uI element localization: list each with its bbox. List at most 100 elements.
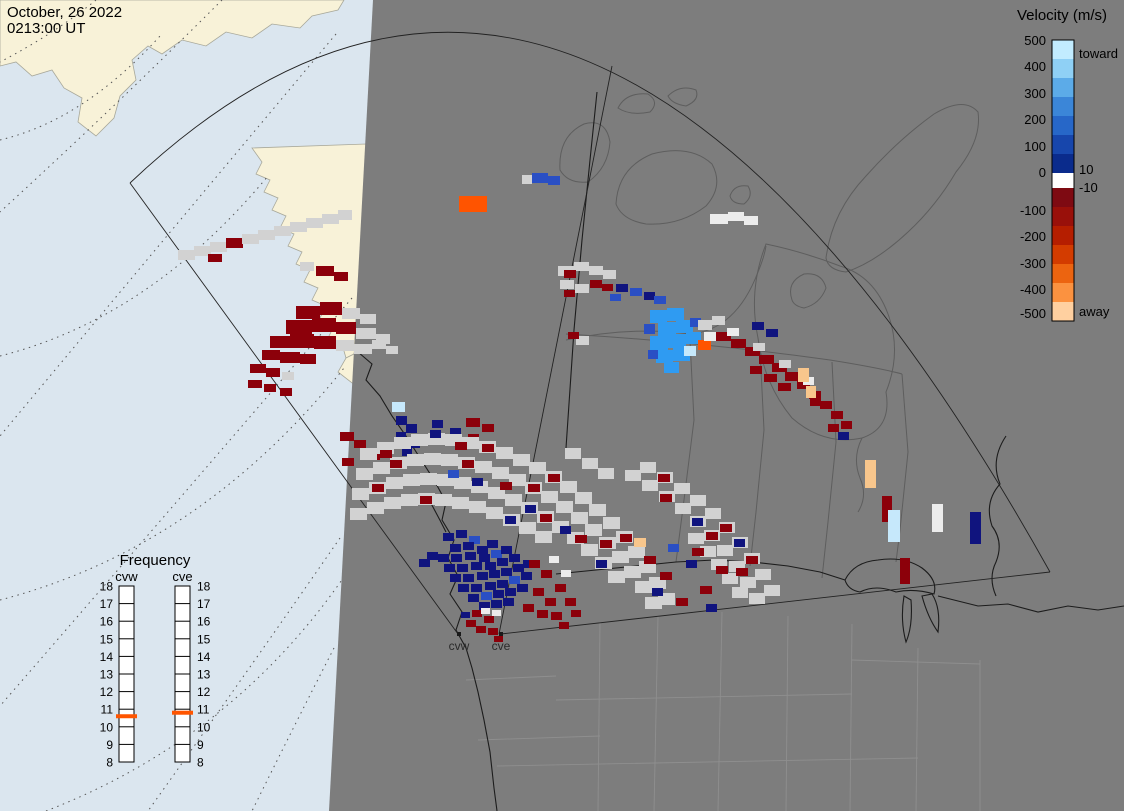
atlantic-coastline [988,435,1007,597]
velocity-cell [386,346,398,354]
island-victoria [615,150,718,225]
velocity-cell [484,616,494,623]
velocity-cell [668,544,679,552]
velocity-cell [485,562,496,570]
velocity-cell [501,546,512,554]
velocity-cell [372,340,386,349]
velocity-cell [457,564,468,572]
velocity-cell [642,480,658,491]
colorbar-tick-label: -300 [1020,256,1046,271]
border-sk-mb [821,361,837,579]
colorbar-segment-away [1052,245,1074,264]
velocity-cell [488,628,498,635]
frequency-tick-label: 12 [100,685,114,699]
velocity-cell [360,314,376,324]
velocity-cell [644,324,655,334]
velocity-cell [608,571,625,583]
velocity-cell [888,510,900,542]
velocity-cell [582,458,598,469]
velocity-cell [658,474,670,482]
velocity-cell [392,402,405,412]
velocity-cell [477,546,488,554]
velocity-cell [841,421,852,429]
velocity-cell [519,522,536,534]
us-canada-border-east [937,595,1124,613]
velocity-cell [386,477,403,489]
velocity-cell [692,518,703,526]
colorbar-tick-label: -100 [1020,203,1046,218]
velocity-cell [420,473,437,485]
island-southampton [790,273,827,309]
graticule-line [147,537,341,811]
velocity-cell [810,398,821,406]
velocity-cell [336,322,356,334]
velocity-cell [435,494,452,506]
velocity-cell [650,310,667,323]
velocity-cell [471,562,482,570]
island-banks [559,122,611,183]
velocity-cell [266,368,280,377]
velocity-cell [736,568,748,576]
velocity-cell [616,284,628,292]
velocity-cell [731,339,746,348]
velocity-cell [494,636,503,642]
velocity-cell [469,501,486,513]
velocity-cell [258,230,275,240]
velocity-cell [280,388,292,396]
velocity-cell [242,234,259,244]
velocity-cell [509,554,520,562]
velocity-cell [598,468,614,479]
velocity-cell [459,196,487,212]
colorbar-segment-toward [1052,40,1074,59]
velocity-cell [458,584,469,592]
velocity-cell [505,588,516,596]
velocity-cell [314,336,336,349]
velocity-cell [571,610,581,617]
velocity-cell [466,620,476,627]
colorbar-segment-toward [1052,116,1074,135]
velocity-cell [320,302,342,315]
velocity-cell [340,432,354,441]
velocity-cell [755,569,771,580]
velocity-cell [316,266,334,276]
velocity-cell [472,610,482,617]
velocity-cell [740,577,756,588]
velocity-cell [698,320,712,330]
velocity-cell [932,504,943,532]
velocity-cell [590,280,602,288]
velocity-cell [501,568,512,576]
frequency-tick-label: 14 [100,650,114,664]
velocity-cell [312,318,336,332]
velocity-cell [779,360,791,368]
frequency-tick-label: 15 [197,632,211,646]
velocity-cell [322,214,339,224]
velocity-cell [401,494,418,506]
velocity-cell [532,173,548,183]
velocity-cell [603,517,620,529]
velocity-cell [529,560,540,568]
velocity-cell [589,504,606,516]
velocity-cell [806,386,816,398]
velocity-cell [402,448,412,456]
velocity-cell [545,598,556,606]
velocity-cell [419,559,430,567]
velocity-cell [513,454,530,466]
velocity-cell [455,442,467,450]
velocity-cell [705,508,721,519]
velocity-cell [700,546,716,557]
velocity-cell [575,284,589,293]
border-60n [565,333,903,375]
frequency-marker [172,710,193,715]
velocity-cell [444,564,455,572]
velocity-cell [350,508,367,520]
velocity-cell [686,560,697,568]
velocity-cell [456,530,467,538]
velocity-cell [448,470,459,478]
radar-sites: cvw cve [449,632,511,653]
velocity-cell [596,560,607,568]
velocity-cell [475,461,492,473]
velocity-cell [559,622,569,629]
frequency-tick-label: 16 [197,615,211,629]
